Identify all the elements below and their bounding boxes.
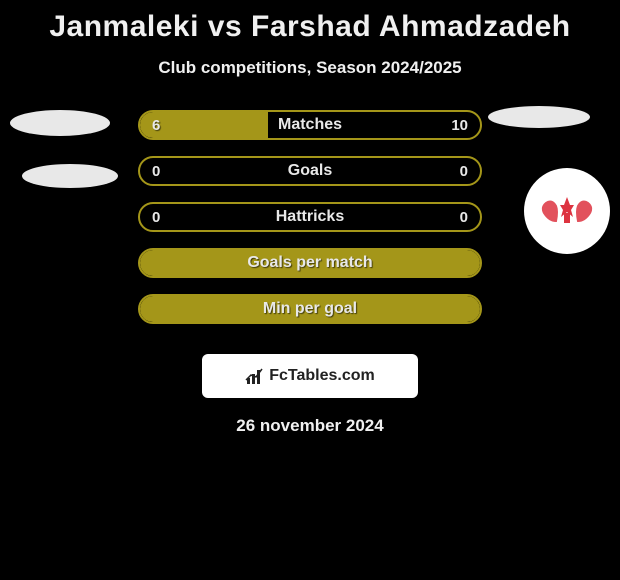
stat-right-value: 0 (460, 163, 468, 180)
player2-club-badge (524, 168, 610, 254)
stat-label: Min per goal (140, 300, 480, 318)
player2-badge-top (488, 106, 590, 128)
stat-bar: 0Goals0 (138, 156, 482, 186)
bar-chart-icon (245, 366, 265, 386)
club-crest-icon (536, 191, 598, 231)
stat-label: Goals per match (140, 254, 480, 272)
stat-bar: 0Hattricks0 (138, 202, 482, 232)
comparison-bars: 6Matches100Goals00Hattricks0Goals per ma… (138, 110, 482, 340)
stat-bar: 6Matches10 (138, 110, 482, 140)
player1-badge-bottom (22, 164, 118, 188)
snapshot-date: 26 november 2024 (0, 416, 620, 436)
stat-bar: Goals per match (138, 248, 482, 278)
stat-bar: Min per goal (138, 294, 482, 324)
stat-right-value: 10 (451, 117, 468, 134)
stat-label: Matches (140, 116, 480, 134)
site-logo-text: FcTables.com (269, 367, 375, 385)
page-title: Janmaleki vs Farshad Ahmadzadeh (0, 0, 620, 44)
stat-label: Hattricks (140, 208, 480, 226)
page-subtitle: Club competitions, Season 2024/2025 (0, 58, 620, 78)
stat-label: Goals (140, 162, 480, 180)
stat-right-value: 0 (460, 209, 468, 226)
player1-badge-top (10, 110, 110, 136)
site-logo: FcTables.com (202, 354, 418, 398)
